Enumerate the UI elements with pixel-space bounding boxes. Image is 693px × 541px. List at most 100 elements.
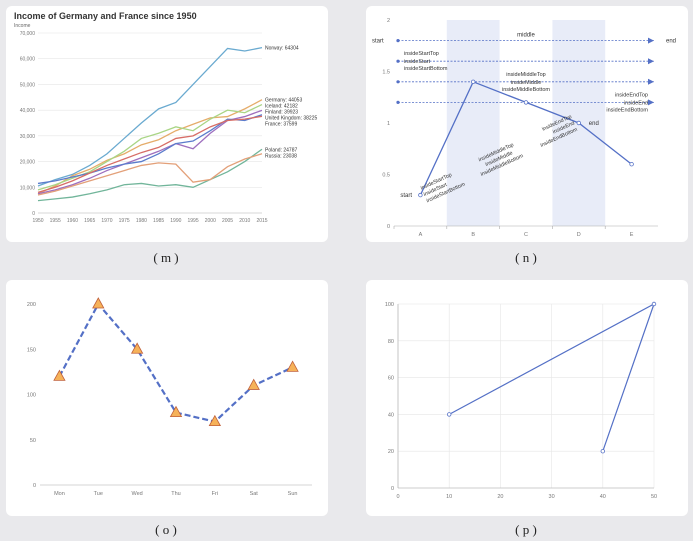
mark-line-label: insideStart [404, 59, 430, 65]
series-line [37, 109, 263, 195]
data-point [418, 192, 423, 198]
y-tick-label: 50,000 [20, 82, 36, 88]
y-tick-label: 1 [387, 121, 390, 127]
y-tick-label: 20,000 [20, 160, 36, 166]
x-tick-label: Sun [288, 491, 298, 497]
triangle-marker [208, 414, 222, 427]
series-label-end: end [589, 121, 599, 127]
x-tick-label: C [524, 232, 528, 238]
x-tick-label: 1980 [136, 218, 147, 224]
data-point [576, 120, 581, 126]
mark-line-start-symbol [396, 100, 400, 104]
series-end-label: Poland: 24787 [265, 147, 297, 153]
data-point [629, 161, 634, 167]
y-tick-label: 10,000 [20, 185, 36, 191]
mark-line-label: insideStartBottom [404, 66, 448, 72]
x-tick-label: 2005 [222, 218, 233, 224]
series-line [37, 47, 263, 187]
y-tick-label: 0 [33, 483, 36, 489]
mark-line-start-symbol [396, 59, 400, 63]
data-point [600, 448, 605, 454]
triangle-marker [169, 405, 183, 417]
y-tick-label: 0 [387, 224, 390, 230]
y-tick-label: 0 [391, 486, 394, 492]
y-tick-label: 200 [27, 302, 36, 308]
chart-o: 0 50 100 150 200 Mon Tue Wed Thu Fri Sat Sun [27, 297, 312, 497]
mark-line-label: end [666, 39, 676, 45]
caption-m: ( m ) [153, 250, 179, 265]
mark-line-label: insideEndTop [615, 92, 648, 98]
series-line [37, 114, 263, 185]
series-line [58, 302, 294, 423]
x-tick-label: 30 [549, 494, 555, 500]
x-tick-label: Sat [250, 491, 259, 497]
x-tick-label: Tue [94, 491, 103, 497]
x-tick-label: 40 [600, 494, 606, 500]
y-tick-label: 100 [27, 393, 36, 399]
x-tick-label: E [630, 232, 634, 238]
y-tick-label: 100 [385, 302, 394, 308]
series-end-label: Norway: 64304 [265, 46, 299, 52]
series-end-label: Finland: 39923 [265, 110, 298, 116]
x-tick-label: 1965 [84, 218, 95, 224]
x-tick-label: Wed [132, 491, 143, 497]
caption-p: ( p ) [515, 522, 537, 537]
data-point [470, 79, 476, 84]
x-tick-label: 1990 [170, 218, 181, 224]
x-tick-label: Mon [54, 491, 65, 497]
y-tick-label: 60,000 [20, 57, 36, 63]
x-tick-label: 1950 [32, 218, 43, 224]
x-tick-label: 50 [651, 494, 657, 500]
chart-title: Income of Germany and France since 1950 [14, 11, 197, 21]
x-tick-label: 20 [497, 494, 503, 500]
y-tick-label: 0.5 [382, 173, 390, 179]
data-point [523, 100, 529, 105]
y-tick-label: 70,000 [20, 31, 36, 37]
series-end-label: Germany: 44053 [265, 98, 302, 104]
series-end-label: United Kingdom: 38225 [265, 116, 317, 122]
x-tick-label: 1960 [67, 218, 78, 224]
chart-p: 0 20 40 60 80 100 0 10 20 30 40 50 [385, 301, 657, 500]
mark-line-label: middle [517, 33, 535, 39]
y-tick-label: 2 [387, 18, 390, 24]
mark-line-label: start [372, 39, 384, 45]
y-tick-label: 20 [388, 449, 394, 455]
y-tick-label: 40 [388, 412, 394, 418]
series-line [37, 148, 263, 202]
y-tick-label: 80 [388, 339, 394, 345]
chart-panel-p: 0 20 40 60 80 100 0 10 20 30 40 50 [366, 280, 688, 516]
triangle-marker [286, 360, 299, 372]
caption-n: ( n ) [515, 250, 537, 265]
mark-line-start-symbol [396, 39, 400, 43]
series-line [37, 153, 263, 196]
series-line [37, 99, 263, 195]
triangle-marker [92, 297, 105, 309]
mark-line-start-symbol [396, 80, 400, 84]
x-tick-label: 2015 [256, 218, 267, 224]
x-tick-label: 1955 [50, 218, 61, 224]
y-tick-label: 150 [27, 347, 36, 353]
y-tick-label: 40,000 [20, 108, 36, 114]
caption-o: ( o ) [155, 522, 177, 537]
y-tick-label: 0 [32, 211, 35, 217]
mark-line-label: insideMiddleTop [506, 72, 545, 78]
mark-line-label: insideMiddleBottom [502, 87, 550, 93]
triangle-marker [53, 369, 66, 381]
mark-line-arrow [648, 58, 654, 65]
x-tick-label: 2010 [239, 218, 250, 224]
series-line [37, 115, 263, 194]
data-point [651, 301, 657, 307]
triangle-marker [247, 378, 260, 390]
x-tick-label: B [471, 232, 475, 238]
x-tick-label: A [419, 232, 423, 238]
mark-line-arrow [648, 99, 654, 106]
series-line [37, 103, 263, 191]
chart-m: Income of Germany and France since 1950 I… [14, 11, 317, 224]
x-tick-label: 2000 [205, 218, 216, 224]
mark-line-label: insideMiddle [511, 80, 542, 86]
chart-panel-m: Income of Germany and France since 1950 I… [6, 6, 328, 242]
y-tick-label: 30,000 [20, 134, 36, 140]
mark-line-label: insideEndBottom [606, 107, 648, 113]
